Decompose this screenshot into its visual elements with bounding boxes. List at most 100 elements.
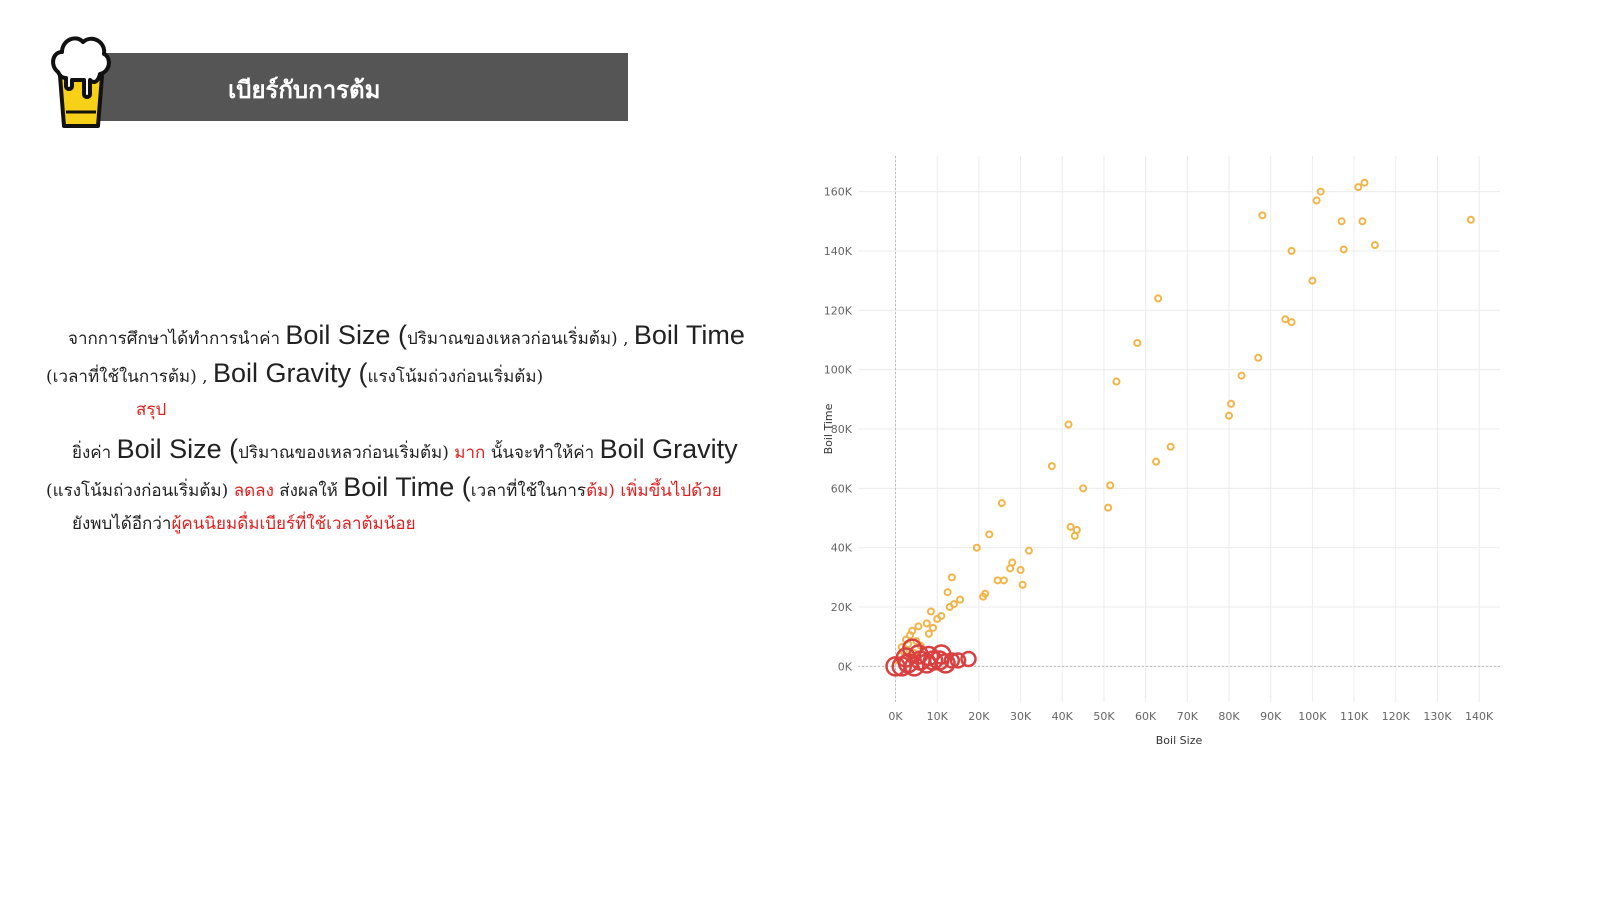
x-tick-label: 120K: [1382, 710, 1411, 723]
scatter-point-orange: [1154, 294, 1163, 303]
scatter-point-red: [908, 644, 929, 665]
text-fragment: ): [442, 443, 455, 463]
text-fragment: (: [351, 358, 368, 388]
scatter-point-orange: [929, 623, 938, 632]
scatter-point-orange: [1287, 318, 1296, 327]
y-axis-title: Boil Time: [822, 403, 835, 454]
x-tick-label: 0K: [888, 710, 903, 723]
y-tick-label: 140K: [824, 245, 853, 258]
scatter-point-red: [931, 644, 952, 665]
scatter-point-orange: [999, 576, 1008, 585]
text-line-6: ยังพบได้อีกว่าผู้คนนิยมดื่มเบียร์ที่ใช้เ…: [46, 510, 766, 548]
y-tick-label: 80K: [831, 423, 853, 436]
scatter-point-orange: [947, 573, 956, 582]
term-boil-time: Boil Time: [343, 472, 455, 502]
highlight-finding: ผู้คนนิยมดื่มเบียร์ที่ใช้เวลาต้มน้อย: [171, 514, 416, 534]
scatter-point-orange: [906, 631, 915, 640]
highlight-more: มาก: [454, 443, 486, 463]
scatter-point-orange: [1258, 211, 1267, 220]
x-tick-label: 70K: [1177, 710, 1199, 723]
text-line-5: (แรงโน้มถ่วงก่อนเริ่มต้ม) ลดลง ส่งผลให้ …: [46, 472, 766, 510]
page-title: เบียร์กับการต้ม: [228, 75, 381, 104]
scatter-point-orange: [945, 603, 954, 612]
scatter-point-orange: [1047, 462, 1056, 471]
scatter-point-orange: [1166, 442, 1175, 451]
scatter-point-orange: [1024, 546, 1033, 555]
text-fragment: เวลาที่ใช้ในการ: [470, 481, 587, 501]
y-tick-label: 40K: [831, 542, 853, 555]
scatter-point-orange: [1337, 217, 1346, 226]
scatter-point-orange: [1354, 183, 1363, 192]
text-fragment: (: [221, 434, 239, 464]
text-line-2: (เวลาที่ใช้ในการต้ม) , Boil Gravity (แรง…: [46, 358, 766, 396]
scatter-point-orange: [1112, 377, 1121, 386]
x-tick-label: 130K: [1423, 710, 1452, 723]
scatter-point-orange: [926, 607, 935, 616]
text-fragment: ยังพบได้อีกว่า: [72, 514, 172, 534]
text-fragment: ยิ่งค่า: [72, 443, 117, 463]
scatter-point-orange: [1106, 481, 1115, 490]
x-tick-label: 50K: [1093, 710, 1115, 723]
scatter-point-orange: [1312, 196, 1321, 205]
x-tick-label: 80K: [1218, 710, 1240, 723]
beer-glass-icon: [51, 36, 111, 128]
scatter-point-orange: [1316, 187, 1325, 196]
text-line-1: จากการศึกษาได้ทำการนำค่า Boil Size (ปริม…: [46, 320, 766, 358]
scatter-point-orange: [933, 614, 942, 623]
text-fragment: นั้นจะทำให้ค่า: [485, 443, 600, 463]
y-tick-label: 20K: [831, 601, 853, 614]
x-tick-label: 30K: [1010, 710, 1032, 723]
term-boil-size: Boil Size: [116, 434, 222, 464]
scatter-point-orange: [1064, 420, 1073, 429]
text-fragment: (: [390, 320, 407, 350]
text-fragment: (: [454, 472, 471, 502]
boil-scatter-chart: 0K 10K 20K 30K 40K 50K 60K 70K 80K 90K 100K 110K 120…: [822, 156, 1500, 747]
scatter-point-orange: [1254, 353, 1263, 362]
scatter-point-orange: [1360, 178, 1369, 187]
x-tick-label: 60K: [1135, 710, 1157, 723]
y-tick-label: 0K: [838, 660, 853, 673]
scatter-point-orange: [1358, 217, 1367, 226]
scatter-point-orange: [997, 499, 1006, 508]
x-tick-label: 140K: [1465, 710, 1494, 723]
scatter-point-orange: [1370, 241, 1379, 250]
text-fragment: ) ,: [611, 329, 634, 349]
scatter-point-orange: [985, 530, 994, 539]
scatter-point-orange: [1104, 503, 1113, 512]
text-line-4: ยิ่งค่า Boil Size (ปริมาณของเหลวก่อนเริ่…: [46, 434, 766, 472]
scatter-point-orange: [1237, 371, 1246, 380]
scatter-point-orange: [1227, 399, 1236, 408]
text-fragment: ส่งผลให้: [273, 481, 344, 501]
scatter-point-orange: [972, 543, 981, 552]
term-boil-size: Boil Size: [285, 320, 391, 350]
header-bar: [80, 53, 628, 121]
scatter-point-orange: [922, 619, 931, 628]
scatter-point-orange: [943, 588, 952, 597]
scatter-point-orange: [1133, 338, 1142, 347]
y-tick-label: 100K: [824, 364, 853, 377]
summary-text: จากการศึกษาได้ทำการนำค่า Boil Size (ปริม…: [46, 320, 766, 548]
term-boil-gravity: Boil Gravity: [212, 358, 352, 388]
scatter-point-red: [949, 652, 967, 669]
scatter-point-orange: [914, 622, 923, 631]
scatter-point-orange: [1287, 246, 1296, 255]
scatter-point-red: [943, 652, 961, 669]
text-fragment: ปริมาณของเหลวก่อนเริ่มต้ม: [406, 329, 612, 349]
conclusion-heading: สรุป: [136, 400, 167, 420]
x-tick-label: 20K: [968, 710, 990, 723]
x-tick-label: 40K: [1052, 710, 1074, 723]
scatter-point-orange: [924, 629, 933, 638]
y-tick-label: 160K: [824, 186, 853, 199]
y-tick-label: 120K: [824, 304, 853, 317]
scatter-point-red: [901, 638, 923, 659]
scatter-point-orange: [1018, 580, 1027, 589]
scatter-point-orange: [979, 592, 988, 601]
scatter-point-orange: [956, 595, 965, 604]
x-tick-label: 90K: [1260, 710, 1282, 723]
text-fragment: ปริมาณของเหลวก่อนเริ่มต้ม: [238, 443, 443, 463]
text-fragment: (แรงโน้มถ่วงก่อนเริ่มต้ม): [46, 481, 234, 501]
y-tick-label: 60K: [831, 482, 853, 495]
text-fragment: แรงโน้มถ่วงก่อนเริ่มต้ม: [367, 367, 537, 387]
x-axis-title: Boil Size: [1156, 734, 1203, 747]
highlight-decrease: ลดลง: [233, 481, 274, 501]
